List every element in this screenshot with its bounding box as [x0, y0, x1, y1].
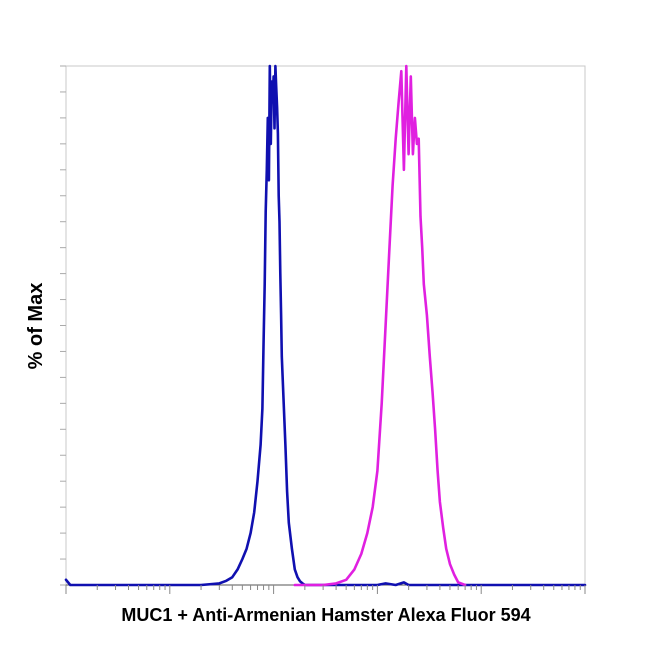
x-axis-title: MUC1 + Anti-Armenian Hamster Alexa Fluor…	[121, 605, 530, 625]
series-2-line	[293, 64, 467, 587]
y-axis-title: % of Max	[25, 283, 47, 370]
plot-frame	[65, 65, 586, 586]
series-1-line	[64, 64, 587, 587]
